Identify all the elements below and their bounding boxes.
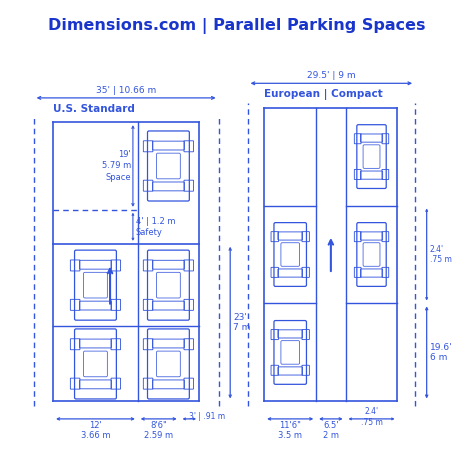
Text: 19.6'
6 m: 19.6' 6 m	[429, 343, 452, 362]
Text: 6.5'
2 m: 6.5' 2 m	[323, 421, 339, 440]
Text: 2.4'
.75 m: 2.4' .75 m	[429, 245, 451, 264]
Text: 2.4'
.75 m: 2.4' .75 m	[361, 407, 383, 427]
Text: 11'6"
3.5 m: 11'6" 3.5 m	[278, 421, 302, 440]
Text: 3' | .91 m: 3' | .91 m	[189, 412, 226, 421]
Text: 8'6"
2.59 m: 8'6" 2.59 m	[144, 421, 173, 440]
Text: 19'
5.79 m
Space: 19' 5.79 m Space	[102, 150, 131, 182]
Text: European | Compact: European | Compact	[264, 89, 383, 100]
Text: Dimensions.com | Parallel Parking Spaces: Dimensions.com | Parallel Parking Spaces	[48, 18, 426, 34]
Text: U.S. Standard: U.S. Standard	[53, 104, 135, 114]
Text: 29.5' | 9 m: 29.5' | 9 m	[307, 72, 356, 81]
Text: 23'
7 m: 23' 7 m	[233, 313, 250, 332]
Text: 35' | 10.66 m: 35' | 10.66 m	[96, 86, 156, 95]
Text: 12'
3.66 m: 12' 3.66 m	[81, 421, 110, 440]
Text: 4' | 1.2 m
Safety: 4' | 1.2 m Safety	[136, 217, 175, 237]
